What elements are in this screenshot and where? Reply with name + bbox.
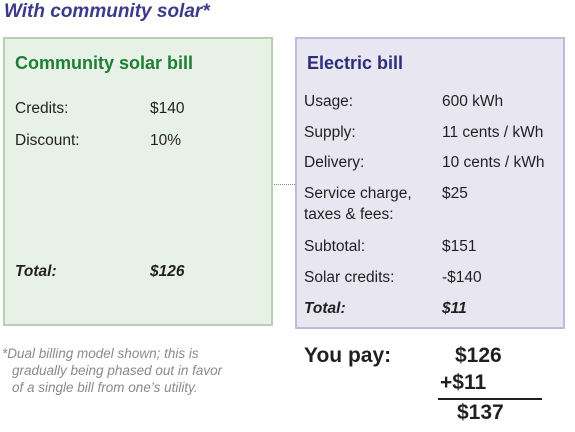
electric-total-value: $11: [442, 300, 467, 317]
solar-total-label: Total:: [15, 263, 57, 280]
solar-total-value: $126: [150, 263, 185, 280]
discount-label: Discount:: [15, 132, 80, 149]
subtotal-label: Subtotal:: [304, 238, 366, 255]
solar-credits-label: Solar credits:: [304, 269, 395, 286]
delivery-value: 10 cents / kWh: [442, 154, 545, 171]
electric-total-label: Total:: [304, 300, 346, 317]
footnote-line-3: of a single bill from one’s utility.: [12, 380, 198, 395]
discount-value: 10%: [150, 132, 182, 149]
you-pay-electric-amount: +$11: [440, 371, 487, 394]
community-solar-bill-panel: Community solar bill Credits: $140 Disco…: [3, 37, 273, 326]
credits-label: Credits:: [15, 100, 69, 117]
electric-bill-title: Electric bill: [307, 53, 404, 73]
service-charge-label-line2: taxes & fees:: [304, 206, 394, 223]
supply-value: 11 cents / kWh: [442, 124, 544, 141]
footnote-line-2: gradually being phased out in favor: [12, 363, 223, 378]
service-charge-value: $25: [442, 185, 468, 202]
usage-label: Usage:: [304, 93, 354, 110]
you-pay-total: $137: [457, 401, 504, 424]
community-solar-bill-title: Community solar bill: [15, 53, 194, 73]
you-pay-solar-amount: $126: [455, 344, 502, 367]
footnote: *Dual billing model shown; this is gradu…: [2, 345, 222, 396]
solar-credits-value: -$140: [442, 269, 482, 286]
delivery-label: Delivery:: [304, 154, 365, 171]
credits-value: $140: [150, 100, 185, 117]
supply-label: Supply:: [304, 124, 356, 141]
usage-value: 600 kWh: [442, 93, 504, 110]
electric-bill-panel: Electric bill Usage: 600 kWh Supply: 11 …: [295, 37, 565, 329]
sum-line: [438, 398, 542, 400]
you-pay-label: You pay:: [304, 344, 392, 367]
footnote-line-1: *Dual billing model shown; this is: [2, 346, 199, 361]
subtotal-value: $151: [442, 238, 477, 255]
service-charge-label-line1: Service charge,: [304, 185, 412, 202]
dotted-connector: [274, 184, 295, 185]
page-title: With community solar*: [4, 1, 210, 22]
